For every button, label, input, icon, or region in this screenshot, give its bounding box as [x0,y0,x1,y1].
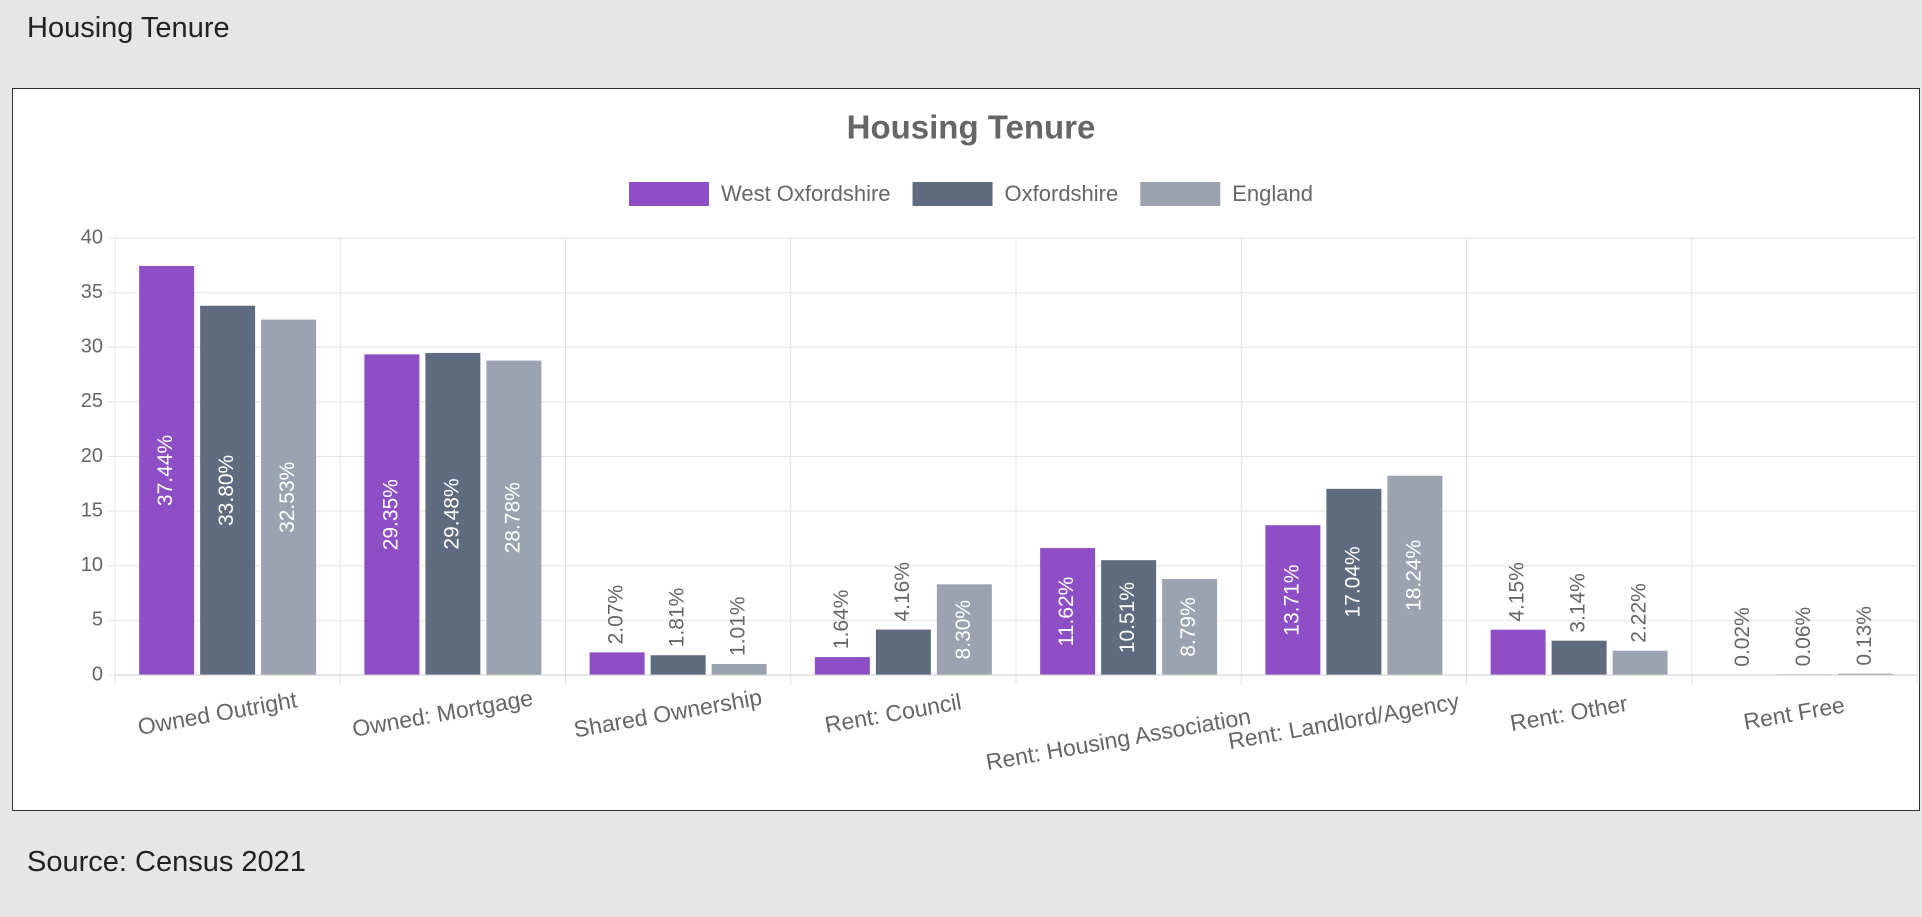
value-label: 11.62% [1055,577,1078,647]
bar [650,655,706,675]
value-label: 10.51% [1116,582,1139,653]
bar [1490,629,1546,675]
bar [364,354,420,675]
x-tick-label: Owned Outright [136,686,300,740]
bar [1162,578,1218,675]
bar [139,265,195,675]
x-tick-label: Shared Ownership [572,684,764,743]
value-label: 0.13% [1853,606,1876,666]
x-tick-label: Rent: Landlord/Agency [1226,688,1461,754]
bar [1387,475,1443,675]
source-note: Source: Census 2021 [27,846,306,878]
value-label: 33.80% [215,455,238,526]
y-tick-label: 20 [81,445,103,467]
panel-title: Housing Tenure [27,12,230,44]
chart-box: Housing Tenure 0 5 10 15 20 25 30 35 40 West Oxfo… [12,88,1920,811]
value-label: 17.04% [1341,546,1364,617]
value-label: 3.14% [1567,573,1590,633]
bar [1837,673,1893,675]
y-tick-label: 35 [81,281,103,303]
bar [875,629,931,675]
bar [200,305,256,675]
value-label: 0.06% [1792,607,1815,667]
legend-label: England [1232,181,1313,206]
bar [711,663,767,675]
bar [1040,548,1096,675]
bar [1101,560,1157,675]
legend-swatch [628,182,709,206]
chart: Housing Tenure 0 5 10 15 20 25 30 35 40 West Oxfo… [81,109,1918,775]
bar [936,584,992,675]
bar [261,319,317,675]
y-tick-label: 5 [92,609,103,631]
x-tick-label: Rent Free [1741,691,1846,734]
bar [589,652,645,675]
value-label: 32.53% [276,462,299,533]
value-label: 4.16% [891,562,914,622]
value-label: 1.64% [830,590,853,650]
y-tick-label: 15 [81,499,103,521]
value-label: 18.24% [1402,540,1425,611]
bar [1612,650,1668,675]
value-label: 1.01% [727,596,750,656]
value-label: 29.48% [440,478,463,549]
bar [814,657,870,675]
legend-label: Oxfordshire [1005,181,1119,206]
y-tick-label: 25 [81,390,103,412]
bar [425,352,481,675]
bar [1265,525,1321,675]
bar [1551,640,1607,675]
bar [1326,488,1382,675]
value-label: 1.81% [666,588,689,648]
value-label: 28.78% [501,482,524,553]
y-tick-label: 30 [81,336,103,358]
value-label: 0.02% [1731,607,1754,667]
value-label: 37.44% [154,435,177,506]
y-tick-label: 0 [92,663,103,685]
legend-swatch [912,182,993,206]
legend-label: West Oxfordshire [721,181,891,206]
value-label: 13.71% [1280,564,1303,635]
value-label: 8.79% [1177,597,1200,657]
y-tick-label: 10 [81,554,103,576]
value-label: 2.22% [1628,583,1651,643]
legend-swatch [1140,182,1221,206]
x-tick-label: Rent: Council [823,688,963,738]
x-tick-label: Rent: Housing Association [984,703,1253,775]
value-label: 2.07% [605,585,628,645]
x-tick-label: Owned: Mortgage [350,684,535,741]
value-label: 4.15% [1506,562,1529,622]
x-tick-label: Rent: Other [1508,690,1630,736]
value-label: 8.30% [952,600,975,660]
chart-title: Housing Tenure [847,109,1096,146]
bar [486,360,542,675]
value-label: 29.35% [379,479,402,550]
y-tick-label: 40 [81,226,103,248]
